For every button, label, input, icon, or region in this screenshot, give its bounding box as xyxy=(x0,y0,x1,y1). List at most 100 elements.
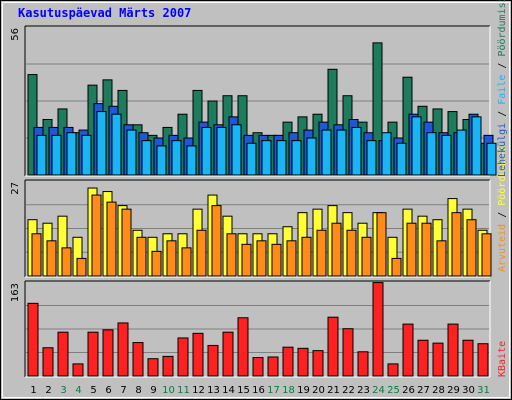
bar-faile-9 xyxy=(156,145,167,176)
legend-traffic-part: / xyxy=(497,206,508,224)
bar-kbaite-18 xyxy=(282,346,294,377)
bar-faile-21 xyxy=(336,129,347,176)
x-tick-label-26: 26 xyxy=(402,385,415,396)
x-tick-label-13: 13 xyxy=(207,385,220,396)
bar-arvuteid-18 xyxy=(286,240,297,277)
bar-kbaite-28 xyxy=(432,342,444,377)
bar-arvuteid-11 xyxy=(181,247,192,277)
bar-arvuteid-20 xyxy=(316,229,327,277)
bar-faile-31 xyxy=(486,142,497,176)
bar-kbaite-22 xyxy=(342,328,354,377)
bar-arvuteid-8 xyxy=(136,236,147,277)
bar-kbaite-27 xyxy=(417,339,429,377)
bar-kbaite-4 xyxy=(72,363,84,377)
bar-faile-19 xyxy=(306,137,317,176)
bar-kbaite-13 xyxy=(207,344,219,377)
bar-arvuteid-24 xyxy=(376,212,387,277)
legend-visits-part: Lehekülgi xyxy=(497,123,508,177)
bar-faile-26 xyxy=(411,116,422,176)
x-tick-label-8: 8 xyxy=(135,385,141,396)
x-tick-label-28: 28 xyxy=(432,385,445,396)
bar-arvuteid-22 xyxy=(346,229,357,277)
bar-faile-29 xyxy=(456,129,467,176)
bar-arvuteid-9 xyxy=(151,250,162,277)
bar-faile-2 xyxy=(51,134,62,176)
chart-title: Kasutuspäevad Märts 2007 xyxy=(18,6,191,20)
bar-faile-18 xyxy=(291,140,302,176)
bar-arvuteid-1 xyxy=(31,233,42,277)
y-max-label-visits: 56 xyxy=(10,28,21,41)
x-tick-label-11: 11 xyxy=(177,385,190,396)
bar-arvuteid-16 xyxy=(256,240,267,277)
x-tick-label-21: 21 xyxy=(327,385,340,396)
bar-faile-14 xyxy=(231,124,242,176)
legend-traffic-part: Pöördumisi xyxy=(497,146,508,206)
bar-arvuteid-29 xyxy=(451,212,462,277)
bar-faile-5 xyxy=(96,111,107,176)
bar-arvuteid-21 xyxy=(331,222,342,277)
x-tick-label-29: 29 xyxy=(447,385,460,396)
bar-faile-1 xyxy=(36,134,47,176)
legend-visits-part: / xyxy=(497,105,508,123)
bar-arvuteid-12 xyxy=(196,229,207,277)
bar-faile-3 xyxy=(66,132,77,176)
x-tick-label-6: 6 xyxy=(105,385,111,396)
x-tick-label-17: 17 xyxy=(267,385,280,396)
bar-arvuteid-31 xyxy=(481,233,492,277)
bar-faile-20 xyxy=(321,129,332,176)
x-tick-label-9: 9 xyxy=(150,385,156,396)
x-tick-label-14: 14 xyxy=(222,385,235,396)
bar-arvuteid-13 xyxy=(211,205,222,277)
bar-kbaite-21 xyxy=(327,316,339,377)
legend-visits: Lehekülgi / Faile / Pöördumisi xyxy=(497,0,508,177)
x-tick-label-2: 2 xyxy=(45,385,51,396)
bar-kbaite-11 xyxy=(177,337,189,377)
bar-arvuteid-25 xyxy=(391,257,402,277)
bar-arvuteid-15 xyxy=(241,243,252,277)
x-tick-label-27: 27 xyxy=(417,385,430,396)
bar-arvuteid-14 xyxy=(226,233,237,277)
bar-kbaite-26 xyxy=(402,323,414,377)
bar-faile-13 xyxy=(216,126,227,176)
bar-kbaite-17 xyxy=(267,356,279,377)
bar-kbaite-2 xyxy=(42,347,54,377)
bar-arvuteid-2 xyxy=(46,240,57,277)
bar-faile-24 xyxy=(381,132,392,176)
legend-visits-part: / xyxy=(497,57,508,75)
bar-faile-4 xyxy=(81,134,92,176)
x-tick-label-5: 5 xyxy=(90,385,96,396)
x-tick-label-19: 19 xyxy=(297,385,310,396)
bar-kbaite-25 xyxy=(387,363,399,377)
bar-arvuteid-19 xyxy=(301,236,312,277)
x-tick-label-22: 22 xyxy=(342,385,355,396)
bar-arvuteid-26 xyxy=(406,222,417,277)
bar-kbaite-31 xyxy=(477,343,489,377)
x-tick-label-20: 20 xyxy=(312,385,325,396)
bar-arvuteid-7 xyxy=(121,208,132,277)
bar-faile-16 xyxy=(261,140,272,176)
bar-k-lastusi-24 xyxy=(372,42,383,176)
bar-kbaite-8 xyxy=(132,342,144,377)
bar-faile-8 xyxy=(141,140,152,176)
bar-kbaite-29 xyxy=(447,323,459,377)
legend-kbytes: KBaite xyxy=(497,341,508,377)
x-tick-label-15: 15 xyxy=(237,385,250,396)
bar-faile-10 xyxy=(171,140,182,176)
x-tick-label-4: 4 xyxy=(75,385,81,396)
bar-faile-15 xyxy=(246,142,257,176)
legend-visits-part: Pöördumisi xyxy=(497,0,508,57)
bar-arvuteid-5 xyxy=(91,194,102,277)
bar-arvuteid-27 xyxy=(421,222,432,277)
bar-kbaite-9 xyxy=(147,358,159,377)
x-tick-label-7: 7 xyxy=(120,385,126,396)
bar-kbaite-1 xyxy=(27,302,39,377)
bar-faile-7 xyxy=(126,129,137,176)
legend-kbytes-part: KBaite xyxy=(497,341,508,377)
bar-arvuteid-6 xyxy=(106,201,117,277)
bar-kbaite-15 xyxy=(237,317,249,377)
bar-kbaite-12 xyxy=(192,332,204,377)
legend-traffic: Arvuteid / Pöördumisi xyxy=(497,146,508,272)
